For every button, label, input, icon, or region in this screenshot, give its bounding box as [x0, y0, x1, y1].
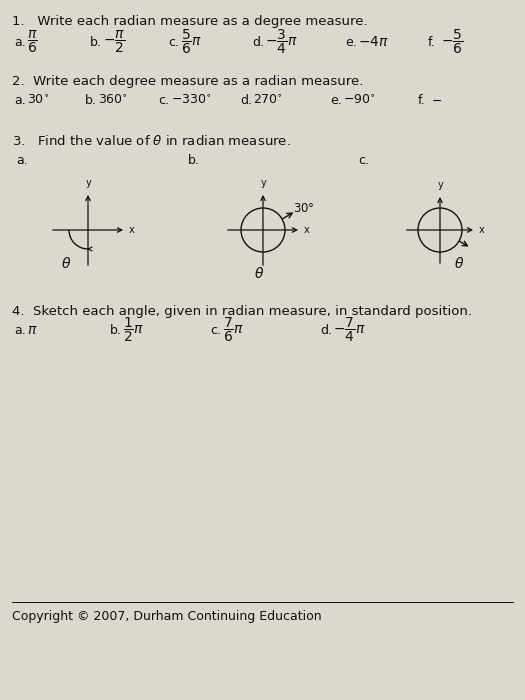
- Text: $\dfrac{5}{6}\pi$: $\dfrac{5}{6}\pi$: [181, 28, 202, 56]
- Text: y: y: [261, 178, 267, 188]
- Text: $\theta$: $\theta$: [254, 267, 264, 281]
- Text: a.: a.: [14, 36, 26, 48]
- Text: 2.  Write each degree measure as a radian measure.: 2. Write each degree measure as a radian…: [12, 75, 363, 88]
- Text: x: x: [304, 225, 310, 235]
- Text: $-$: $-$: [431, 94, 442, 106]
- Text: $360^{\circ}$: $360^{\circ}$: [98, 94, 128, 106]
- Text: c.: c.: [158, 94, 169, 106]
- Text: $-\dfrac{\pi}{2}$: $-\dfrac{\pi}{2}$: [103, 29, 125, 55]
- Text: $\dfrac{1}{2}\pi$: $\dfrac{1}{2}\pi$: [123, 316, 144, 344]
- Text: f.: f.: [428, 36, 436, 48]
- Text: $\pi$: $\pi$: [27, 323, 37, 337]
- Text: d.: d.: [252, 36, 264, 48]
- Text: c.: c.: [358, 154, 369, 167]
- Text: Copyright © 2007, Durham Continuing Education: Copyright © 2007, Durham Continuing Educ…: [12, 610, 322, 623]
- Text: $-4\pi$: $-4\pi$: [358, 35, 389, 49]
- Text: 4.  Sketch each angle, given in radian measure, in standard position.: 4. Sketch each angle, given in radian me…: [12, 305, 472, 318]
- Text: $-330^{\circ}$: $-330^{\circ}$: [171, 94, 212, 106]
- Text: c.: c.: [210, 323, 221, 337]
- Text: $\dfrac{\pi}{6}$: $\dfrac{\pi}{6}$: [27, 29, 38, 55]
- Text: y: y: [86, 178, 92, 188]
- Text: e.: e.: [345, 36, 357, 48]
- Text: $-\dfrac{3}{4}\pi$: $-\dfrac{3}{4}\pi$: [265, 28, 298, 56]
- Text: b.: b.: [110, 323, 122, 337]
- Text: 3.   Find the value of $\theta$ in radian measure.: 3. Find the value of $\theta$ in radian …: [12, 134, 291, 148]
- Text: b.: b.: [85, 94, 97, 106]
- Text: x: x: [129, 225, 135, 235]
- Text: $-\dfrac{7}{4}\pi$: $-\dfrac{7}{4}\pi$: [333, 316, 366, 344]
- Text: $30°$: $30°$: [293, 202, 314, 214]
- Text: $-\dfrac{5}{6}$: $-\dfrac{5}{6}$: [441, 28, 464, 56]
- Text: $-90^{\circ}$: $-90^{\circ}$: [343, 94, 375, 106]
- Text: a.: a.: [14, 94, 26, 106]
- Text: d.: d.: [320, 323, 332, 337]
- Text: $\dfrac{7}{6}\pi$: $\dfrac{7}{6}\pi$: [223, 316, 244, 344]
- Text: $30^{\circ}$: $30^{\circ}$: [27, 94, 49, 106]
- Text: 1.   Write each radian measure as a degree measure.: 1. Write each radian measure as a degree…: [12, 15, 367, 28]
- Text: f.: f.: [418, 94, 426, 106]
- Text: a.: a.: [16, 154, 28, 167]
- Text: b.: b.: [188, 154, 200, 167]
- Text: $270^{\circ}$: $270^{\circ}$: [253, 94, 283, 106]
- Text: c.: c.: [168, 36, 179, 48]
- Text: y: y: [438, 180, 444, 190]
- Text: $\theta$: $\theta$: [454, 256, 464, 272]
- Text: x: x: [479, 225, 485, 235]
- Text: $\theta$: $\theta$: [61, 256, 71, 272]
- Text: d.: d.: [240, 94, 252, 106]
- Text: e.: e.: [330, 94, 342, 106]
- Text: b.: b.: [90, 36, 102, 48]
- Text: a.: a.: [14, 323, 26, 337]
